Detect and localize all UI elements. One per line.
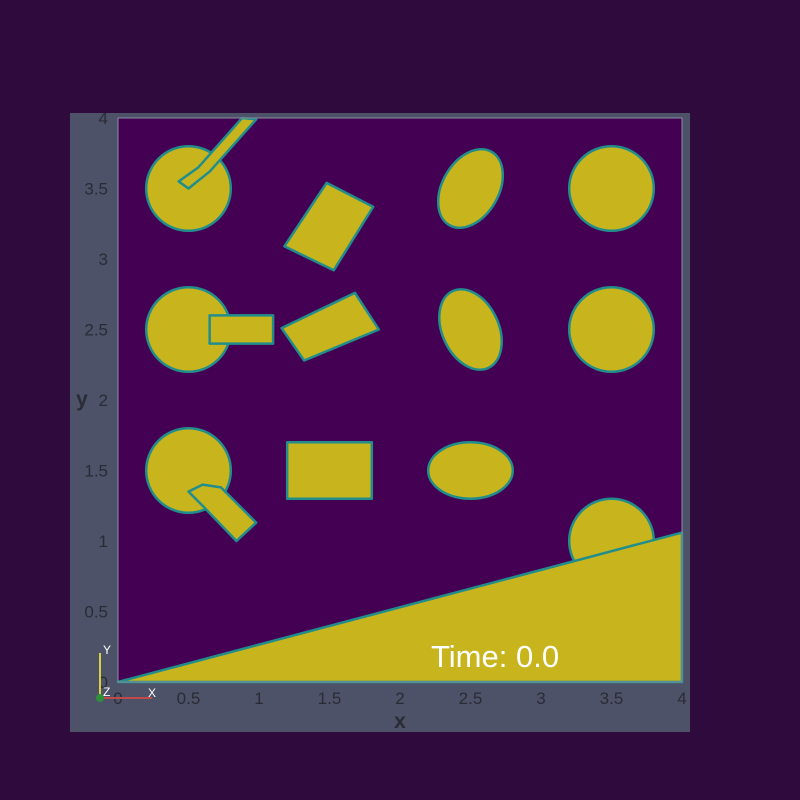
y-tick-label: 4 <box>99 113 108 128</box>
y-tick-label: 1 <box>99 532 108 551</box>
plot-border <box>117 117 683 683</box>
triad-z-axis <box>96 694 104 702</box>
y-tick-label: 0.5 <box>84 603 108 622</box>
triad-y-label: Y <box>103 643 111 657</box>
x-tick-label: 4 <box>677 689 686 708</box>
x-tick-label: 3.5 <box>600 689 624 708</box>
time-label: Time: 0.0 <box>431 639 559 674</box>
shape-circle-middle-right <box>567 285 656 374</box>
shape-tilted-ellipse-top <box>436 147 505 230</box>
shape-circle-top-right <box>567 144 656 233</box>
shape-horizontal-ellipse <box>426 441 515 500</box>
x-axis-title: x <box>394 710 406 732</box>
shape-tilted-ellipse-middle <box>438 288 503 371</box>
shape-diagonal-handle-down <box>187 483 258 543</box>
x-tick-label: 1 <box>254 689 263 708</box>
shape-tilted-rectangle-middle <box>280 291 381 362</box>
x-tick-label: 2.5 <box>459 689 483 708</box>
x-tick-label: 3 <box>536 689 545 708</box>
shape-tilted-rectangle-top <box>283 181 375 272</box>
shape-horizontal-handle <box>208 314 275 345</box>
y-tick-label: 2.5 <box>84 321 108 340</box>
shapes-layer <box>116 116 684 684</box>
triad-x-label: X <box>148 686 156 700</box>
x-tick-label: 0.5 <box>177 689 201 708</box>
y-tick-label: 0 <box>99 673 108 692</box>
triad-z-label: Z <box>103 685 110 699</box>
y-axis-title: y <box>76 388 88 411</box>
x-tick-label: 2 <box>395 689 404 708</box>
y-tick-label: 1.5 <box>84 462 108 481</box>
x-tick-label: 1.5 <box>318 689 342 708</box>
y-tick-label: 2 <box>99 391 108 410</box>
shape-axis-aligned-rectangle <box>285 441 374 500</box>
y-tick-label: 3.5 <box>84 180 108 199</box>
y-tick-label: 3 <box>99 250 108 269</box>
orientation-triad: Y X Z <box>96 643 156 702</box>
